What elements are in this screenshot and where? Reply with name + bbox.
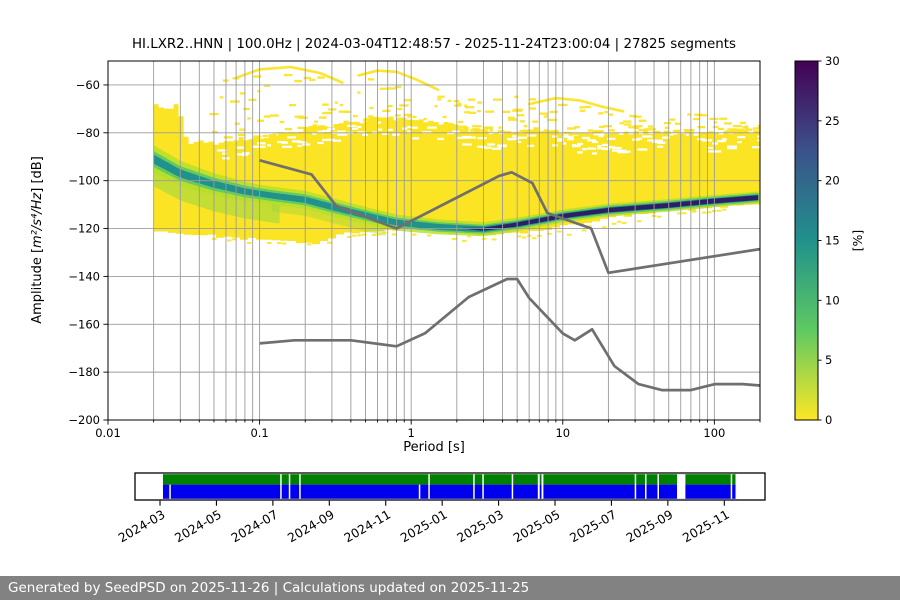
timeline-coverage-row: [162, 484, 736, 499]
heatmap-band-peak: [463, 195, 759, 231]
timeline-gap: [541, 474, 544, 499]
x-tick-label: 10: [555, 426, 570, 440]
y-axis-label-suffix: ] [dB]: [30, 156, 45, 193]
timeline-gap: [677, 474, 686, 499]
colorbar-tick-label: 15: [825, 234, 840, 248]
timeline-tick-label: 2024-11: [342, 507, 394, 545]
noise-model-line: [259, 158, 760, 275]
colorbar-tick-label: 0: [825, 413, 832, 427]
x-tick-label: 1: [408, 426, 415, 440]
noise-model-lines: [259, 158, 760, 392]
y-tick-label: −140: [68, 269, 100, 283]
y-tick-label: −160: [68, 317, 100, 331]
colorbar-tick-label: 20: [825, 174, 840, 188]
timeline-gap: [280, 474, 282, 499]
x-tick-label: 100: [703, 426, 725, 440]
timeline-gap: [511, 474, 514, 499]
timeline-tick-label: 2024-07: [229, 507, 281, 545]
axis-ticks: [103, 84, 761, 425]
timeline-gap: [299, 474, 301, 499]
timeline-gap: [473, 474, 475, 499]
timeline-availability-row: [162, 474, 736, 485]
footer-text: Generated by SeedPSD on 2025-11-26 | Cal…: [8, 580, 530, 596]
colorbar-tick-label: 10: [825, 293, 840, 307]
x-tick-label: 0.01: [95, 426, 121, 440]
timeline-tick-label: 2025-09: [624, 507, 676, 545]
timeline-border: [134, 472, 766, 501]
grid: [107, 61, 761, 420]
timeline-gap: [634, 474, 637, 499]
timeline-gap: [418, 484, 421, 499]
x-axis-label: Period [s]: [403, 440, 465, 455]
y-axis-label-units: m²/s⁴/Hz: [30, 192, 45, 248]
timeline-gap: [428, 474, 430, 499]
timeline-gap: [537, 474, 540, 499]
colorbar-tick-label: 30: [825, 54, 840, 68]
colorbar-tick-label: 5: [825, 353, 832, 367]
timeline-tick-label: 2025-01: [398, 507, 450, 545]
colorbar-tick-label: 25: [825, 114, 840, 128]
heatmap-outlier-arc: [527, 96, 625, 113]
heatmap-outlier-arc: [234, 65, 344, 84]
timeline-gap: [482, 474, 484, 499]
plot-title: HI.LXR2..HNN | 100.0Hz | 2024-03-04T12:4…: [131, 37, 737, 52]
coverage-timeline: 2024-03 2024-05 2024-07 2024-09 2024-11 2025-…: [116, 472, 766, 545]
timeline-gap: [730, 474, 733, 499]
y-axis-label: Amplitude [m²/s⁴/Hz] [dB]: [30, 60, 48, 420]
timeline-tick-label: 2024-05: [172, 507, 224, 545]
y-axis-label-prefix: Amplitude [: [30, 247, 45, 324]
timeline-gap: [169, 484, 171, 499]
timeline-tick-label: 2024-09: [285, 507, 337, 545]
noise-model-line: [259, 277, 760, 392]
timeline-tick-label: 2024-03: [116, 507, 168, 545]
timeline-gap: [657, 474, 659, 499]
y-tick-label: −180: [68, 365, 100, 379]
y-tick-label: −120: [68, 222, 100, 236]
heatmap-band-high: [153, 154, 759, 233]
timeline-tick-label: 2025-05: [511, 507, 563, 545]
colorbar-axis-label: [%]: [850, 230, 865, 252]
y-tick-label: −100: [68, 174, 100, 188]
timeline-gap: [645, 474, 647, 499]
timeline-tick-label: 2025-11: [680, 507, 732, 545]
timeline-gap: [288, 474, 291, 499]
x-tick-label: 0.1: [250, 426, 268, 440]
colorbar: 0 5 10 15 20 25 30 [%]: [794, 54, 865, 427]
y-tick-label: −80: [76, 126, 100, 140]
timeline-tick-label: 2025-03: [455, 507, 507, 545]
timeline-tick-label: 2025-07: [567, 507, 619, 545]
y-tick-label: −200: [68, 413, 100, 427]
plot-border: [107, 60, 761, 421]
y-tick-label: −60: [76, 78, 100, 92]
footer-bar: Generated by SeedPSD on 2025-11-26 | Cal…: [0, 576, 900, 600]
psd-heatmap: [153, 65, 760, 246]
